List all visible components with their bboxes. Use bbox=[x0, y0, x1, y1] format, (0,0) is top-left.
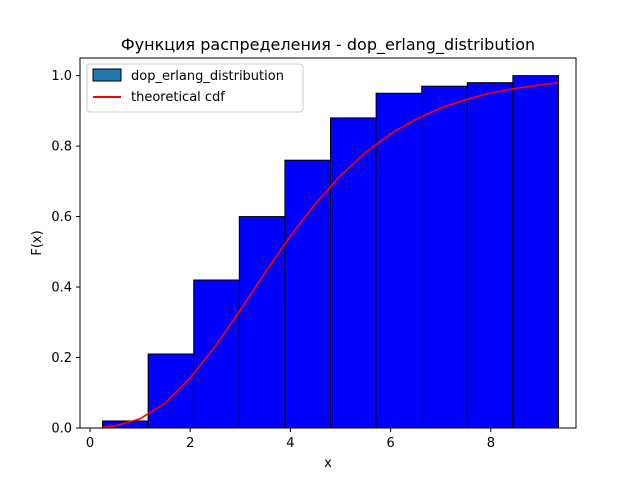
y-tick-label: 0.2 bbox=[51, 351, 72, 366]
y-tick-label: 0.0 bbox=[51, 422, 72, 437]
y-tick-label: 0.8 bbox=[51, 140, 72, 155]
theoretical-curve bbox=[102, 81, 559, 429]
histogram-bar bbox=[238, 216, 286, 429]
y-tick-label: 1.0 bbox=[51, 69, 72, 84]
x-tick-label: 4 bbox=[286, 436, 294, 451]
histogram-bar bbox=[421, 85, 468, 429]
y-axis-ticks: 0.0 0.2 0.4 0.6 0.8 1.0 bbox=[51, 69, 80, 437]
legend-label-histogram: dop_erlang_distribution bbox=[131, 69, 284, 84]
x-axis-ticks: 0 2 4 6 8 bbox=[86, 428, 495, 451]
histogram-bar bbox=[375, 92, 423, 429]
y-axis-label: F(x) bbox=[30, 230, 45, 255]
histogram-bar bbox=[512, 75, 559, 429]
legend-box bbox=[86, 63, 304, 113]
histogram-bar bbox=[466, 82, 514, 429]
y-tick-label: 0.6 bbox=[51, 210, 72, 225]
histogram-bar bbox=[147, 353, 195, 429]
x-tick-label: 2 bbox=[186, 436, 194, 451]
x-tick-label: 0 bbox=[86, 436, 94, 451]
plot-frame bbox=[79, 57, 577, 429]
histogram-bar bbox=[193, 279, 240, 429]
y-tick-label: 0.4 bbox=[51, 281, 72, 296]
histogram-bars bbox=[102, 75, 559, 429]
x-axis-label: x bbox=[324, 456, 332, 471]
x-tick-label: 6 bbox=[386, 436, 394, 451]
legend-label-curve: theoretical cdf bbox=[131, 90, 225, 105]
legend-swatch-histogram bbox=[92, 68, 122, 82]
theoretical-cdf-line bbox=[102, 81, 559, 429]
histogram-bar bbox=[284, 159, 332, 429]
x-tick-label: 8 bbox=[487, 436, 495, 451]
legend: dop_erlang_distribution theoretical cdf bbox=[86, 63, 304, 113]
chart-title: Функция распределения - dop_erlang_distr… bbox=[121, 35, 535, 55]
